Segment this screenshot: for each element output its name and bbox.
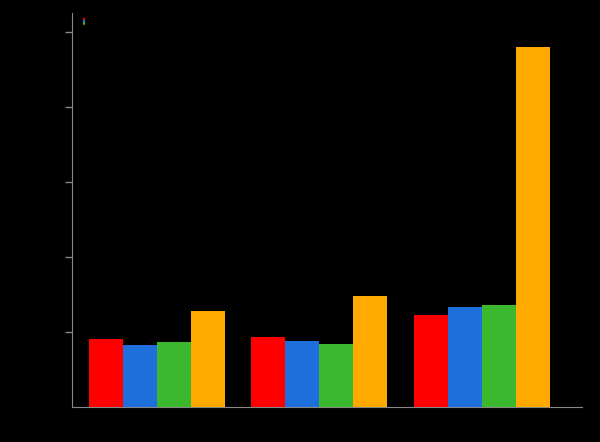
Bar (191, 311, 225, 407)
Bar (353, 296, 387, 407)
Bar (515, 47, 550, 407)
Bar (448, 307, 482, 407)
Bar (285, 341, 319, 407)
Bar (482, 305, 515, 407)
Bar (157, 342, 191, 407)
Bar (413, 315, 448, 407)
Bar (123, 345, 157, 407)
Bar (319, 344, 353, 407)
Bar (251, 337, 285, 407)
Legend: , , , : , , , (83, 18, 85, 25)
Bar (89, 339, 123, 407)
